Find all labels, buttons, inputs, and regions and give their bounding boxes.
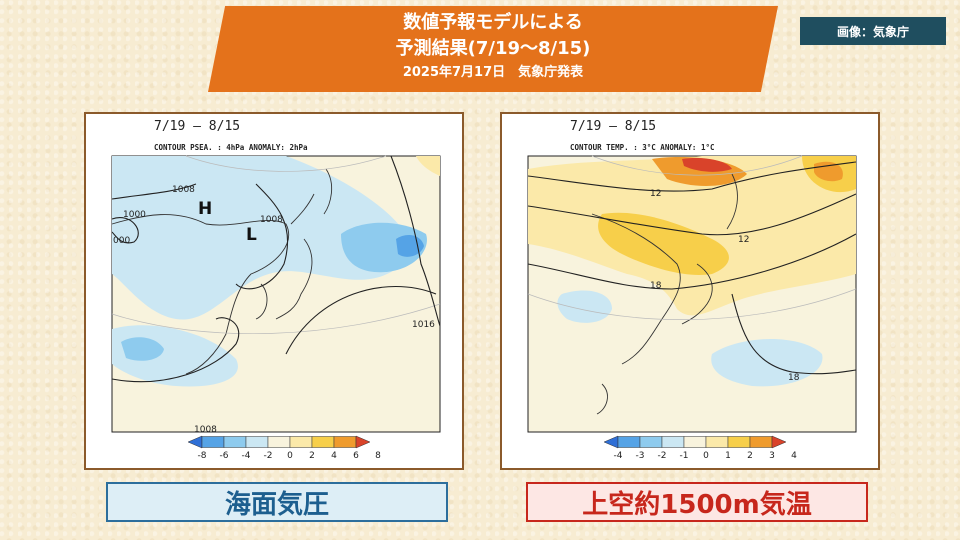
latitude-line <box>591 155 803 176</box>
warm-anomaly-area <box>598 212 729 275</box>
colorbar-tick-label: 4 <box>791 451 797 461</box>
colorbar-segment <box>289 436 313 448</box>
sea-level-pressure-caption: 海面気圧 <box>106 482 448 522</box>
colorbar-tick-label: 4 <box>331 451 337 461</box>
upper-air-temperature-map: 7/19 ‒ 8/15 CONTOUR TEMP. : 3°C ANOMALY:… <box>527 119 857 461</box>
colorbar-tick-label: 3 <box>769 451 775 461</box>
negative-anomaly-area <box>341 222 427 273</box>
warm-anomaly-core <box>682 158 732 172</box>
negative-anomaly-area <box>112 156 408 320</box>
isotherm-label: 12 <box>738 235 749 245</box>
colorbar-segment <box>617 436 641 448</box>
colorbar-tick-label: -4 <box>614 451 623 461</box>
colorbar-tick-label: -2 <box>264 451 273 461</box>
title-banner: 数値予報モデルによる 予測結果(7/19～8/15) 2025年7月17日 気象… <box>208 6 778 92</box>
coastline <box>726 173 738 230</box>
contour-info-label: CONTOUR TEMP. : 3°C ANOMALY: 1°C <box>570 143 715 152</box>
isotherm <box>527 233 857 290</box>
isobar <box>111 217 139 244</box>
cool-anomaly-area <box>557 290 612 323</box>
colorbar-arrow-high <box>355 435 371 449</box>
isotherm <box>731 293 857 375</box>
colorbar-segment <box>223 436 247 448</box>
colorbar-tick-label: -1 <box>680 451 689 461</box>
isotherm-label: 18 <box>650 281 662 291</box>
latitude-line <box>185 155 387 172</box>
image-credit-badge: 画像：気象庁 <box>800 17 946 45</box>
colorbar-tick-label: 6 <box>353 451 359 461</box>
colorbar-segment <box>749 436 773 448</box>
title-line-1: 数値予報モデルによる <box>403 12 583 33</box>
isobar-label: 1008 <box>172 185 195 195</box>
coastline <box>111 214 289 375</box>
temperature-colorbar: -4 -3 -2 -1 0 1 2 3 4 <box>603 435 797 461</box>
colorbar-tick-label: -8 <box>198 451 207 461</box>
colorbar-tick-label: -2 <box>658 451 667 461</box>
coastline <box>596 383 608 415</box>
colorbar-segment <box>705 436 729 448</box>
isotherm <box>527 193 857 236</box>
isotherm <box>527 161 857 192</box>
colorbar-segment <box>683 436 707 448</box>
isobar <box>111 183 197 200</box>
coastline <box>323 168 333 215</box>
isobar <box>390 155 441 327</box>
upper-air-temperature-caption: 上空約1500m気温 <box>526 482 868 522</box>
colorbar-tick-label: 0 <box>287 451 293 461</box>
colorbar-tick-label: 8 <box>375 451 381 461</box>
negative-anomaly-area <box>121 337 164 361</box>
isobar-label: 1016 <box>412 320 435 330</box>
colorbar-segment <box>639 436 663 448</box>
isobar-label: 1008 <box>260 215 283 225</box>
isotherm-label: 12 <box>650 189 661 199</box>
colorbar-segment <box>311 436 335 448</box>
colorbar-arrow-low <box>187 435 203 449</box>
colorbar-segment <box>267 436 291 448</box>
title-line-3: 2025年7月17日 気象庁発表 <box>402 65 584 80</box>
upper-air-temperature-map-panel: 7/19 ‒ 8/15 CONTOUR TEMP. : 3°C ANOMALY:… <box>500 112 880 470</box>
colorbar-segment <box>333 436 357 448</box>
coastline <box>591 213 681 365</box>
isobar <box>285 286 437 355</box>
colorbar-tick-label: -6 <box>220 451 229 461</box>
isobar <box>111 317 240 383</box>
contour-info-label: CONTOUR PSEA. : 4hPa ANOMALY: 2hPa <box>154 143 308 152</box>
colorbar-tick-label: 2 <box>309 451 315 461</box>
title-line-2: 予測結果(7/19～8/15) <box>395 38 591 59</box>
isobar-label: 000 <box>113 236 130 246</box>
isobar-label: 1008 <box>194 425 217 435</box>
colorbar-tick-label: -3 <box>636 451 645 461</box>
isotherm-label: 18 <box>788 373 800 383</box>
latitude-line <box>527 288 857 320</box>
coastline <box>255 283 268 320</box>
colorbar-tick-label: 0 <box>703 451 709 461</box>
colorbar-tick-label: 1 <box>725 451 731 461</box>
isobar-label: 1000 <box>123 210 146 220</box>
map-period-label: 7/19 ‒ 8/15 <box>570 119 656 134</box>
colorbar-segment <box>661 436 685 448</box>
positive-anomaly-area <box>416 156 440 176</box>
colorbar-tick-label: -4 <box>242 451 251 461</box>
colorbar-arrow-low <box>603 435 619 449</box>
map-period-label: 7/19 ‒ 8/15 <box>154 119 240 134</box>
high-pressure-label: H <box>198 199 212 219</box>
low-pressure-label: L <box>246 225 257 245</box>
sea-level-pressure-colorbar: -8 -6 -4 -2 0 2 4 6 8 <box>187 435 381 461</box>
isobar <box>235 183 289 290</box>
sea-level-pressure-map: 7/19 ‒ 8/15 CONTOUR PSEA. : 4hPa ANOMALY… <box>111 119 441 461</box>
sea-level-pressure-map-panel: 7/19 ‒ 8/15 CONTOUR PSEA. : 4hPa ANOMALY… <box>84 112 464 470</box>
colorbar-arrow-high <box>771 435 787 449</box>
colorbar-segment <box>245 436 269 448</box>
colorbar-segment <box>727 436 751 448</box>
latitude-line <box>111 303 441 335</box>
colorbar-tick-label: 2 <box>747 451 753 461</box>
coastline-japan <box>275 193 315 320</box>
cool-anomaly-area <box>711 339 823 387</box>
colorbar-segment <box>201 436 225 448</box>
